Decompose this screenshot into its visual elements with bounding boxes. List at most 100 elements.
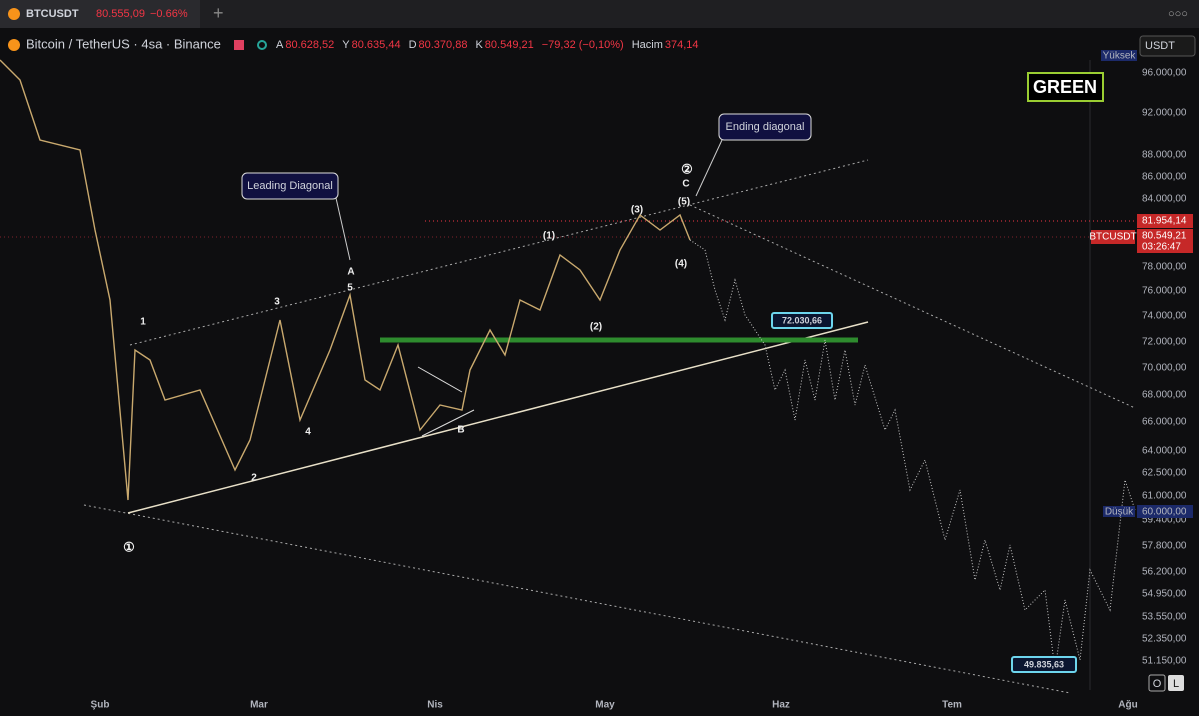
countdown: 03:26:47 [1142, 242, 1181, 253]
ohlc-value: 80.370,88 [419, 39, 468, 51]
time-label: Haz [772, 700, 790, 711]
time-label: Şub [91, 700, 110, 711]
wave-label: (2) [590, 322, 602, 333]
last-tag [1137, 229, 1193, 253]
price-label: 54.950,00 [1142, 589, 1187, 600]
callout-pointer [695, 139, 723, 197]
wedge-line [417, 366, 463, 393]
wave-label: A [347, 267, 354, 278]
tab-change: −0.66% [150, 8, 188, 20]
symbol-tag [1091, 230, 1135, 244]
callout [718, 113, 812, 141]
chart-title: Bitcoin / TetherUS · 4sa · Binance [26, 36, 221, 51]
wave-label: 2 [251, 473, 257, 484]
price-label: 74.000,00 [1142, 311, 1187, 322]
wave-label: 4 [305, 427, 311, 438]
low-value: 60.000,00 [1142, 507, 1187, 518]
ohlc-label: K [475, 39, 483, 51]
last-value: 80.549,21 [1142, 231, 1187, 242]
wave-label: (5) [678, 197, 690, 208]
target-text: 72.030,66 [782, 315, 822, 325]
ohlc-label: D [409, 39, 417, 51]
time-label: Nis [427, 700, 443, 711]
price-line [0, 59, 691, 501]
target-text: 49.835,63 [1024, 659, 1064, 669]
wave-label: ② [681, 161, 693, 176]
price-label: 64.000,00 [1142, 446, 1187, 457]
ohlc-label: Y [342, 39, 350, 51]
time-label: Tem [942, 700, 962, 711]
ohlc-value: 80.628,52 [285, 39, 334, 51]
callout-pointer [335, 197, 351, 261]
price-axis: 96.000,00 92.000,00 88.000,00 86.000,00 84.0… [1142, 68, 1187, 667]
wave-label: 5 [347, 283, 353, 294]
price-label: 86.000,00 [1142, 172, 1187, 183]
green-label: GREEN [1033, 77, 1097, 97]
price-label: 70.000,00 [1142, 363, 1187, 374]
price-label: 52.350,00 [1142, 634, 1187, 645]
time-label: May [595, 700, 615, 711]
wave-label: 3 [274, 297, 280, 308]
callout-text: Ending diagonal [726, 121, 805, 133]
ohlc-label: Hacim [632, 39, 663, 51]
support-line [127, 321, 869, 514]
ohlc-value: −79,32 (−0,10%) [542, 39, 624, 51]
time-label: Mar [250, 700, 268, 711]
ohlc-label: A [276, 39, 284, 51]
menu[interactable]: ○○○ [1168, 8, 1188, 20]
price-label: 61.000,00 [1142, 491, 1187, 502]
tab[interactable] [0, 0, 200, 28]
button-label: O [1153, 678, 1162, 690]
wave-label: ① [123, 539, 135, 554]
currency-select[interactable] [1139, 35, 1196, 57]
wave-label: (4) [675, 259, 687, 270]
ohlc-value: 80.635,44 [352, 39, 401, 51]
projection [689, 239, 1136, 671]
price-label: 78.000,00 [1142, 262, 1187, 273]
price-label: 51.150,00 [1142, 656, 1187, 667]
time-label: Ağu [1118, 700, 1137, 711]
callout [241, 172, 339, 200]
wave-label: (1) [543, 231, 555, 242]
btc-icon [8, 39, 20, 51]
wave-label: C [682, 179, 689, 190]
trend-line [689, 204, 1136, 409]
price-label: 68.000,00 [1142, 390, 1187, 401]
low-value-tag [1137, 505, 1193, 518]
price-label: 72.000,00 [1142, 337, 1187, 348]
price-label: 56.200,00 [1142, 567, 1187, 578]
callout-text: Leading Diagonal [247, 180, 333, 192]
high-tag [1101, 50, 1137, 61]
wave-labels: 1 2 3 4 5 A B C (1) (2) (3) (4) (5) ① ② [123, 161, 693, 554]
button[interactable] [1168, 675, 1184, 691]
flag[interactable] [234, 40, 244, 50]
price-label: 76.000,00 [1142, 286, 1187, 297]
low-tag [1103, 506, 1135, 517]
ohlc-value: 80.549,21 [485, 39, 534, 51]
btc-icon [8, 8, 20, 20]
price-label: 96.000,00 [1142, 68, 1187, 79]
green-box [1027, 72, 1104, 102]
currency: USDT [1145, 40, 1175, 52]
new-tab[interactable]: + [213, 3, 224, 23]
price-label: 53.550,00 [1142, 612, 1187, 623]
price-label: 66.000,00 [1142, 417, 1187, 428]
ohlc-value: 374,14 [665, 39, 699, 51]
target-box [1011, 656, 1077, 673]
level-tag [1137, 214, 1193, 228]
ohlc: A 80.628,52 Y 80.635,44 D 80.370,88 K 80.549,21… [276, 39, 699, 51]
tab-symbol: BTCUSDT [26, 8, 79, 20]
button[interactable] [1148, 674, 1166, 692]
low-label: Düşük [1105, 507, 1134, 518]
time-axis: Şub Mar Nis May Haz Tem Ağu [91, 700, 1138, 711]
price-label: 62.500,00 [1142, 468, 1187, 479]
price-label: 92.000,00 [1142, 108, 1187, 119]
trend-line [129, 159, 869, 346]
high-label: Yüksek [1103, 51, 1137, 62]
price-label: 57.800,00 [1142, 541, 1187, 552]
wave-label: 1 [140, 317, 146, 328]
price-label: 84.000,00 [1142, 194, 1187, 205]
symbol-label: BTCUSDT [1089, 232, 1136, 243]
